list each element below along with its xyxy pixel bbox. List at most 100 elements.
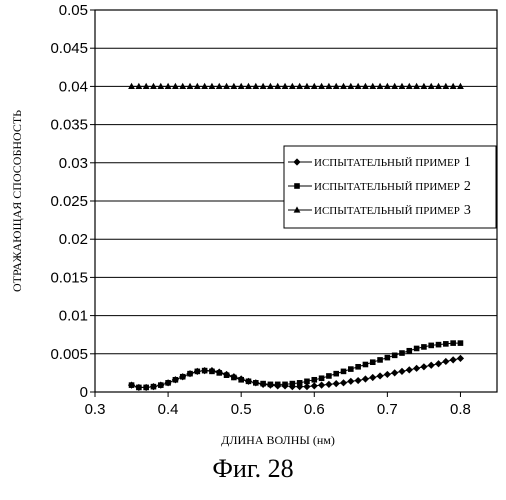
series-2-point — [319, 375, 325, 381]
series-2-point — [297, 380, 303, 386]
series-2-point — [180, 374, 186, 380]
y-tick-label: 0.01 — [59, 308, 88, 325]
series-2-point — [253, 380, 259, 386]
legend-label-number: 1 — [464, 155, 471, 170]
y-tick-label: 0.015 — [50, 269, 88, 286]
x-tick-label: 0.6 — [304, 401, 325, 418]
x-axis-ticks: 0.30.40.50.60.70.8 — [85, 392, 471, 418]
series-2-point — [450, 340, 456, 346]
series-group — [128, 83, 464, 391]
series-1-point — [347, 378, 354, 385]
series-2-point — [333, 371, 339, 377]
series-2-point — [355, 364, 361, 370]
series-1-point — [303, 383, 310, 390]
y-tick-label: 0.025 — [50, 193, 88, 210]
y-tick-label: 0.03 — [59, 155, 88, 172]
y-tick-label: 0.02 — [59, 231, 88, 248]
series-2-point — [414, 346, 420, 352]
series-2-point — [202, 368, 208, 374]
series-1-point — [435, 360, 442, 367]
series-1-point — [457, 355, 464, 362]
series-2 — [129, 340, 464, 390]
series-2-point — [421, 344, 427, 350]
series-1-point — [413, 365, 420, 372]
series-2-point — [363, 362, 369, 368]
y-tick-label: 0.04 — [59, 78, 88, 95]
series-1-point — [442, 358, 449, 365]
series-2-point — [311, 377, 317, 383]
series-2-point — [231, 375, 237, 381]
y-axis-ticks: 00.0050.010.0150.020.0250.030.0350.040.0… — [50, 2, 95, 401]
x-tick-label: 0.4 — [158, 401, 179, 418]
series-3 — [128, 83, 464, 89]
series-2-point — [385, 355, 391, 361]
series-2-point — [195, 369, 201, 375]
x-tick-label: 0.3 — [85, 401, 106, 418]
legend-label-name: ИСПЫТАТЕЛЬНЫЙ ПРИМЕР — [314, 181, 460, 193]
series-2-point — [275, 382, 281, 388]
series-2-point — [136, 385, 142, 391]
series-2-point — [399, 350, 405, 356]
series-1-point — [311, 382, 318, 389]
series-1-point — [369, 374, 376, 381]
series-1-point — [450, 356, 457, 363]
series-1-point — [318, 382, 325, 389]
series-1-point — [376, 372, 383, 379]
y-tick-label: 0.045 — [50, 40, 88, 57]
series-1-point — [420, 363, 427, 370]
series-2-point — [268, 382, 274, 388]
series-2-point — [392, 353, 398, 359]
y-tick-label: 0 — [80, 384, 88, 401]
x-tick-label: 0.5 — [231, 401, 252, 418]
series-2-point — [158, 382, 164, 388]
x-tick-label: 0.8 — [450, 401, 471, 418]
series-2-point — [209, 369, 215, 375]
series-2-point — [458, 340, 464, 346]
series-2-point — [406, 348, 412, 354]
series-2-point — [370, 359, 376, 365]
legend-label-number: 3 — [464, 203, 471, 218]
legend-item-1: ИСПЫТАТЕЛЬНЫЙ ПРИМЕР 1 — [288, 155, 471, 170]
series-2-point — [282, 382, 288, 388]
series-2-point — [165, 380, 171, 386]
y-tick-label: 0.005 — [50, 346, 88, 363]
legend-label-name: ИСПЫТАТЕЛЬНЫЙ ПРИМЕР — [314, 205, 460, 217]
legend-label-name: ИСПЫТАТЕЛЬНЫЙ ПРИМЕР — [314, 157, 460, 169]
series-2-point — [173, 377, 179, 383]
series-2-point — [260, 381, 266, 387]
legend-label-number: 2 — [464, 179, 471, 194]
series-2-point — [436, 342, 442, 348]
series-2-point — [143, 385, 149, 391]
series-1 — [128, 355, 464, 391]
y-axis-label: ОТРАЖАЮЩАЯ СПОСОБНОСТЬ — [10, 110, 24, 292]
legend-item-2: ИСПЫТАТЕЛЬНЫЙ ПРИМЕР 2 — [288, 179, 471, 194]
series-1-point — [340, 379, 347, 386]
legend-label: ИСПЫТАТЕЛЬНЫЙ ПРИМЕР 1 — [314, 155, 471, 170]
series-1-point — [333, 380, 340, 387]
series-2-point — [348, 366, 354, 372]
series-2-point — [129, 382, 135, 388]
series-2-point — [304, 379, 310, 385]
series-1-point — [325, 381, 332, 388]
y-tick-label: 0.05 — [59, 2, 88, 19]
legend-label: ИСПЫТАТЕЛЬНЫЙ ПРИМЕР 2 — [314, 179, 471, 194]
series-2-point — [377, 357, 383, 363]
series-2-point — [443, 341, 449, 347]
legend-marker — [294, 183, 300, 189]
series-1-point — [384, 371, 391, 378]
series-1-point — [362, 375, 369, 382]
legend-label: ИСПЫТАТЕЛЬНЫЙ ПРИМЕР 3 — [314, 203, 471, 218]
series-2-point — [238, 377, 244, 383]
legend-item-3: ИСПЫТАТЕЛЬНЫЙ ПРИМЕР 3 — [288, 203, 471, 218]
x-axis-label: ДЛИНА ВОЛНЫ (нм) — [221, 433, 335, 447]
legend: ИСПЫТАТЕЛЬНЫЙ ПРИМЕР1ИСПЫТАТЕЛЬНЫЙ ПРИМЕ… — [284, 146, 496, 228]
reflectance-chart: 00.0050.010.0150.020.0250.030.0350.040.0… — [0, 0, 506, 450]
series-2-point — [216, 370, 222, 376]
series-2-point — [151, 384, 157, 390]
figure-caption: Фиг. 28 — [0, 454, 506, 484]
series-2-point — [224, 372, 230, 378]
series-1-point — [398, 368, 405, 375]
series-1-point — [428, 362, 435, 369]
series-1-point — [406, 366, 413, 373]
series-2-point — [290, 381, 296, 387]
